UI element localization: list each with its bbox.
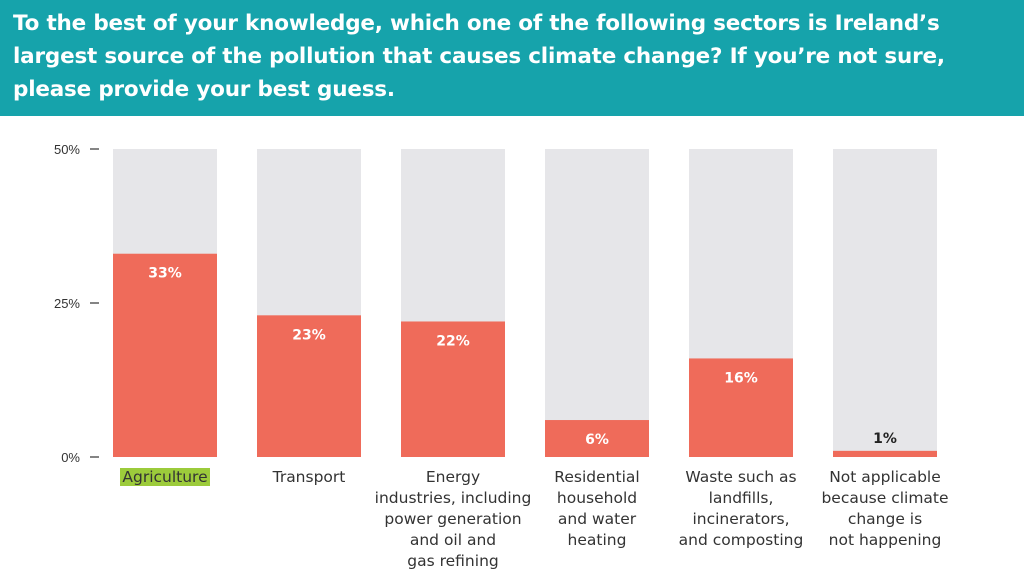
chart-svg: 0% 25% 50% 33% 23% 22% 6% 16% 1% bbox=[54, 142, 937, 465]
bar bbox=[833, 450, 937, 457]
category-label: Not applicable because climate change is… bbox=[821, 468, 949, 549]
bar-value-label: 23% bbox=[292, 327, 326, 343]
question-title: To the best of your knowledge, which one… bbox=[13, 11, 945, 102]
y-tick-label: 0% bbox=[61, 450, 80, 465]
bar-value-label: 6% bbox=[585, 432, 609, 448]
category-label: Transport bbox=[272, 468, 346, 486]
bar-value-label: 16% bbox=[724, 370, 758, 386]
bar bbox=[257, 315, 361, 457]
bar-value-label: 33% bbox=[148, 266, 182, 282]
highlighted-category-label: Agriculture bbox=[120, 468, 210, 486]
bar bbox=[689, 358, 793, 457]
category-label: Energy industries, including power gener… bbox=[374, 468, 532, 570]
category-label: Agriculture bbox=[85, 467, 245, 488]
category-label: Residential household and water heating bbox=[554, 468, 640, 549]
bar-track bbox=[545, 149, 649, 457]
question-header: To the best of your knowledge, which one… bbox=[0, 0, 1024, 116]
y-tick-label: 25% bbox=[54, 296, 80, 311]
bar bbox=[401, 321, 505, 457]
bar-track bbox=[833, 149, 937, 457]
y-tick-label: 50% bbox=[54, 142, 80, 157]
bar-value-label: 22% bbox=[436, 333, 470, 349]
category-label: Waste such as landfills, incinerators, a… bbox=[678, 468, 804, 549]
bar bbox=[545, 420, 649, 457]
bar bbox=[113, 253, 217, 457]
bar-value-label: 1% bbox=[873, 431, 897, 447]
bar-chart: 0% 25% 50% 33% 23% 22% 6% 16% 1% Agriculture Tran… bbox=[0, 116, 1024, 574]
